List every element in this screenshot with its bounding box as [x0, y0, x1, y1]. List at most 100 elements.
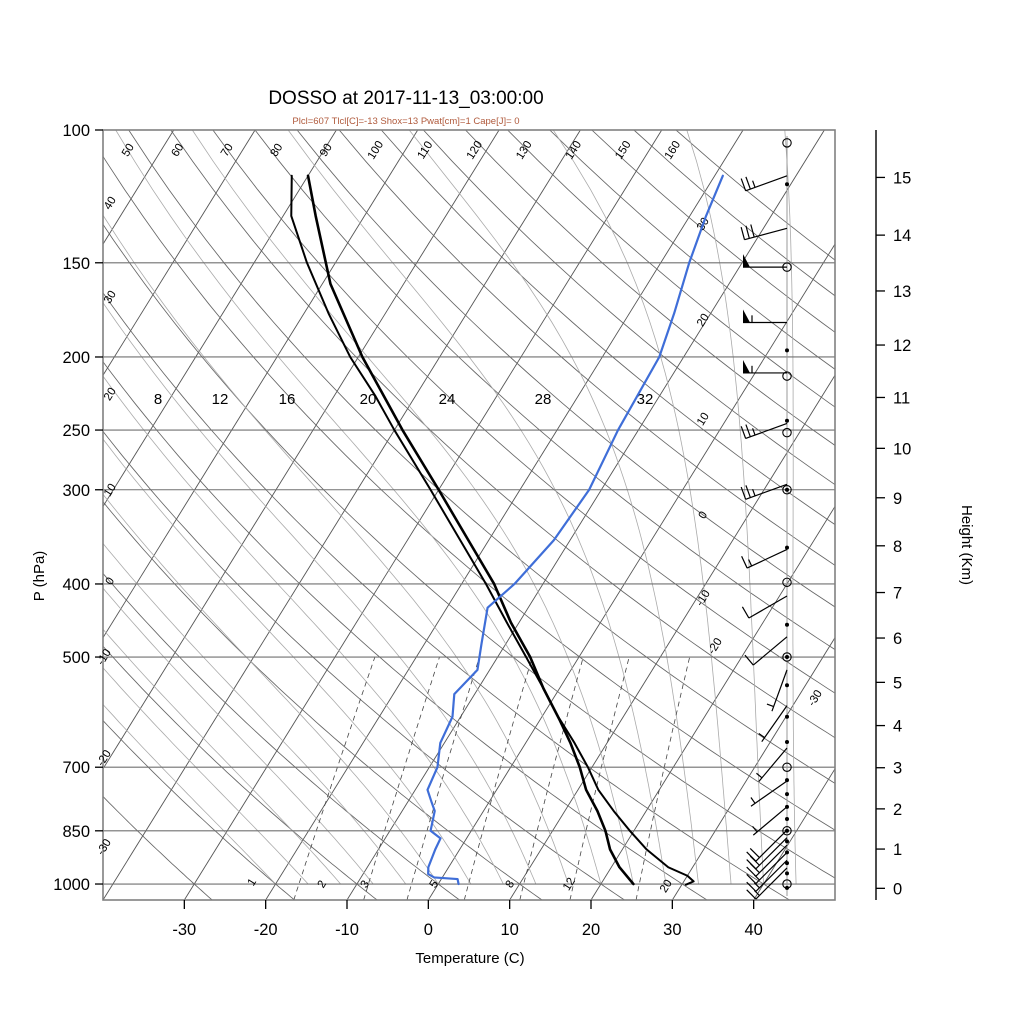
wind-barb [750, 780, 788, 807]
dry-adiabat-label: 80 [268, 142, 285, 159]
wind-barb [766, 669, 788, 712]
isotherm-label: -30 [95, 837, 114, 857]
temperature-tick-label: 40 [744, 921, 762, 939]
wind-barb [741, 595, 788, 619]
wind-barb [758, 705, 788, 743]
height-tick-label: 8 [893, 538, 902, 556]
moist-adiabat-label: 12 [212, 391, 229, 408]
dry-adiabat-label: 0 [104, 576, 118, 588]
wind-barb [752, 806, 788, 836]
pressure-tick-label: 300 [62, 482, 90, 500]
page-title: DOSSO at 2017-11-13_03:00:00 [268, 88, 543, 109]
dry-adiabat-label: 40 [102, 195, 119, 212]
level-marker [785, 739, 789, 744]
height-tick-label: 10 [893, 440, 911, 458]
pressure-tick-label: 850 [62, 823, 90, 841]
height-tick-label: 1 [893, 841, 902, 859]
wind-barb [740, 422, 788, 440]
dry-adiabat-label: 30 [102, 289, 119, 306]
isotherm-label: 10 [695, 411, 712, 428]
temperature-tick-label: 10 [500, 921, 518, 939]
mixing-ratio-label: 20 [658, 878, 675, 895]
level-marker [785, 714, 789, 719]
mixing-ratio-label: 3 [359, 879, 373, 891]
wind-barb [740, 483, 788, 500]
pressure-tick-label: 700 [62, 759, 90, 777]
dry-adiabat-label: 110 [416, 139, 436, 161]
isotherm-label: -10 [694, 588, 713, 608]
dewpoint-curve [426, 174, 724, 886]
height-tick-label: 4 [893, 718, 902, 736]
wind-barb [744, 636, 788, 666]
wind-barb-column [740, 136, 792, 900]
mixing-ratio-label: 12 [561, 876, 578, 893]
dry-adiabat-label: 120 [465, 139, 485, 162]
mixing-ratio-label: 2 [316, 879, 330, 891]
plot-frame [102, 129, 836, 901]
height-axis-label: Height (Km) [958, 505, 975, 585]
wind-barb [741, 548, 788, 569]
moist-adiabat-label: 28 [535, 391, 552, 408]
level-marker [785, 817, 789, 822]
temperature-tick-label: -10 [335, 921, 359, 939]
parcel-path-curve [306, 174, 635, 886]
dry-adiabat-label: 70 [219, 142, 236, 159]
pressure-axis-label: P (hPa) [31, 551, 48, 602]
pressure-tick-label: 150 [62, 255, 90, 273]
wind-barb [743, 309, 787, 324]
level-marker [782, 427, 792, 438]
level-marker [785, 655, 789, 660]
level-marker [785, 885, 789, 890]
height-tick-label: 0 [893, 880, 902, 898]
wind-barb [746, 844, 788, 877]
level-marker [782, 371, 792, 381]
temperature-tick-label: -20 [254, 921, 278, 939]
pressure-tick-label: 1000 [53, 876, 90, 894]
dry-adiabat-label: 20 [102, 386, 119, 403]
grid-line-labels: 50 60 70 80 90 100 110 120 130 140 150 160403020100… [95, 139, 825, 895]
wind-barb [743, 254, 787, 268]
isotherm-label: -20 [95, 748, 114, 768]
temperature-tick-label: -30 [172, 921, 196, 939]
isotherm-label: 0 [697, 510, 711, 522]
pressure-tick-label: 400 [62, 576, 90, 594]
height-tick-label: 6 [893, 630, 902, 648]
background-grid [103, 130, 835, 900]
height-tick-label: 2 [893, 801, 902, 819]
height-tick-label: 5 [893, 674, 902, 692]
wind-barb [746, 837, 788, 870]
height-tick-label: 3 [893, 760, 902, 778]
level-marker [785, 871, 789, 876]
temperature-tick-label: 0 [424, 921, 433, 939]
level-marker [785, 839, 789, 844]
wind-barb [756, 747, 788, 783]
level-marker [785, 683, 789, 688]
level-marker [785, 487, 789, 492]
level-marker [785, 622, 789, 627]
pressure-tick-label: 250 [62, 422, 90, 440]
sounding-indices: Plcl=607 Tlcl[C]=-13 Shox=13 Pwat[cm]=1 … [292, 116, 519, 127]
dry-adiabat-label: 10 [102, 482, 119, 499]
wind-barb [746, 859, 788, 892]
isotherm-label: 20 [695, 312, 712, 329]
level-marker [785, 792, 789, 797]
sounding-curves [290, 174, 724, 886]
level-marker [785, 418, 789, 423]
temperature-tick-label: 30 [663, 921, 681, 939]
pressure-tick-label: 500 [62, 649, 90, 667]
wind-barb [740, 175, 788, 192]
pressure-tick-label: 100 [62, 122, 90, 140]
dry-adiabat-label: 140 [564, 139, 584, 162]
dry-adiabat-label: 60 [169, 142, 186, 159]
level-marker [782, 138, 792, 148]
moist-adiabat-label: 8 [154, 391, 162, 408]
dry-adiabat-label: 150 [613, 139, 633, 162]
level-marker [785, 182, 789, 187]
dry-adiabat-label: 130 [514, 139, 534, 162]
mixing-ratio-label: 1 [246, 877, 260, 889]
height-tick-label: 9 [893, 490, 902, 508]
dry-adiabat-label: 100 [366, 139, 386, 162]
